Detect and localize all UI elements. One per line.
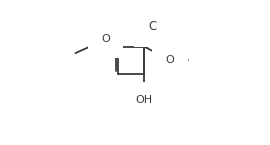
Text: OH: OH xyxy=(136,95,153,105)
Text: O: O xyxy=(166,55,175,65)
Text: C: C xyxy=(148,20,156,33)
Text: O: O xyxy=(101,35,110,45)
